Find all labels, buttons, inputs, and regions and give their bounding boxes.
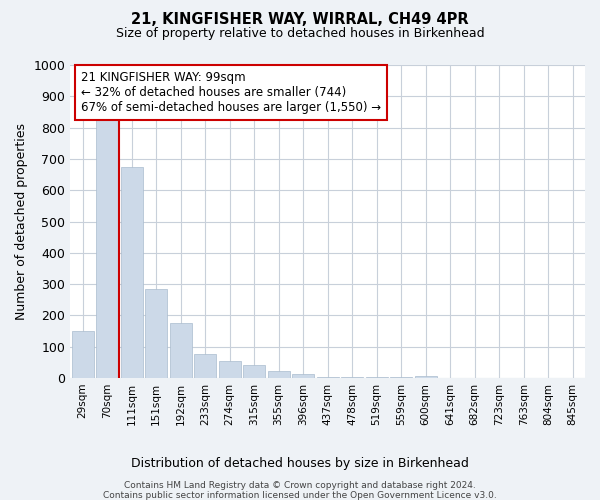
Bar: [194, 354, 216, 378]
Bar: [121, 166, 143, 378]
Bar: [218, 361, 241, 378]
Text: Contains public sector information licensed under the Open Government Licence v3: Contains public sector information licen…: [103, 491, 497, 500]
Bar: [390, 377, 412, 378]
Bar: [96, 120, 118, 378]
Text: Size of property relative to detached houses in Birkenhead: Size of property relative to detached ho…: [116, 28, 484, 40]
Text: 21, KINGFISHER WAY, WIRRAL, CH49 4PR: 21, KINGFISHER WAY, WIRRAL, CH49 4PR: [131, 12, 469, 28]
Bar: [71, 331, 94, 378]
Bar: [170, 323, 191, 378]
Bar: [292, 374, 314, 378]
Text: Distribution of detached houses by size in Birkenhead: Distribution of detached houses by size …: [131, 458, 469, 470]
Bar: [268, 371, 290, 378]
Bar: [243, 365, 265, 378]
Bar: [341, 377, 363, 378]
Y-axis label: Number of detached properties: Number of detached properties: [15, 123, 28, 320]
Bar: [415, 376, 437, 378]
Text: Contains HM Land Registry data © Crown copyright and database right 2024.: Contains HM Land Registry data © Crown c…: [124, 481, 476, 490]
Bar: [365, 377, 388, 378]
Bar: [145, 289, 167, 378]
Text: 21 KINGFISHER WAY: 99sqm
← 32% of detached houses are smaller (744)
67% of semi-: 21 KINGFISHER WAY: 99sqm ← 32% of detach…: [80, 72, 381, 114]
Bar: [317, 377, 338, 378]
